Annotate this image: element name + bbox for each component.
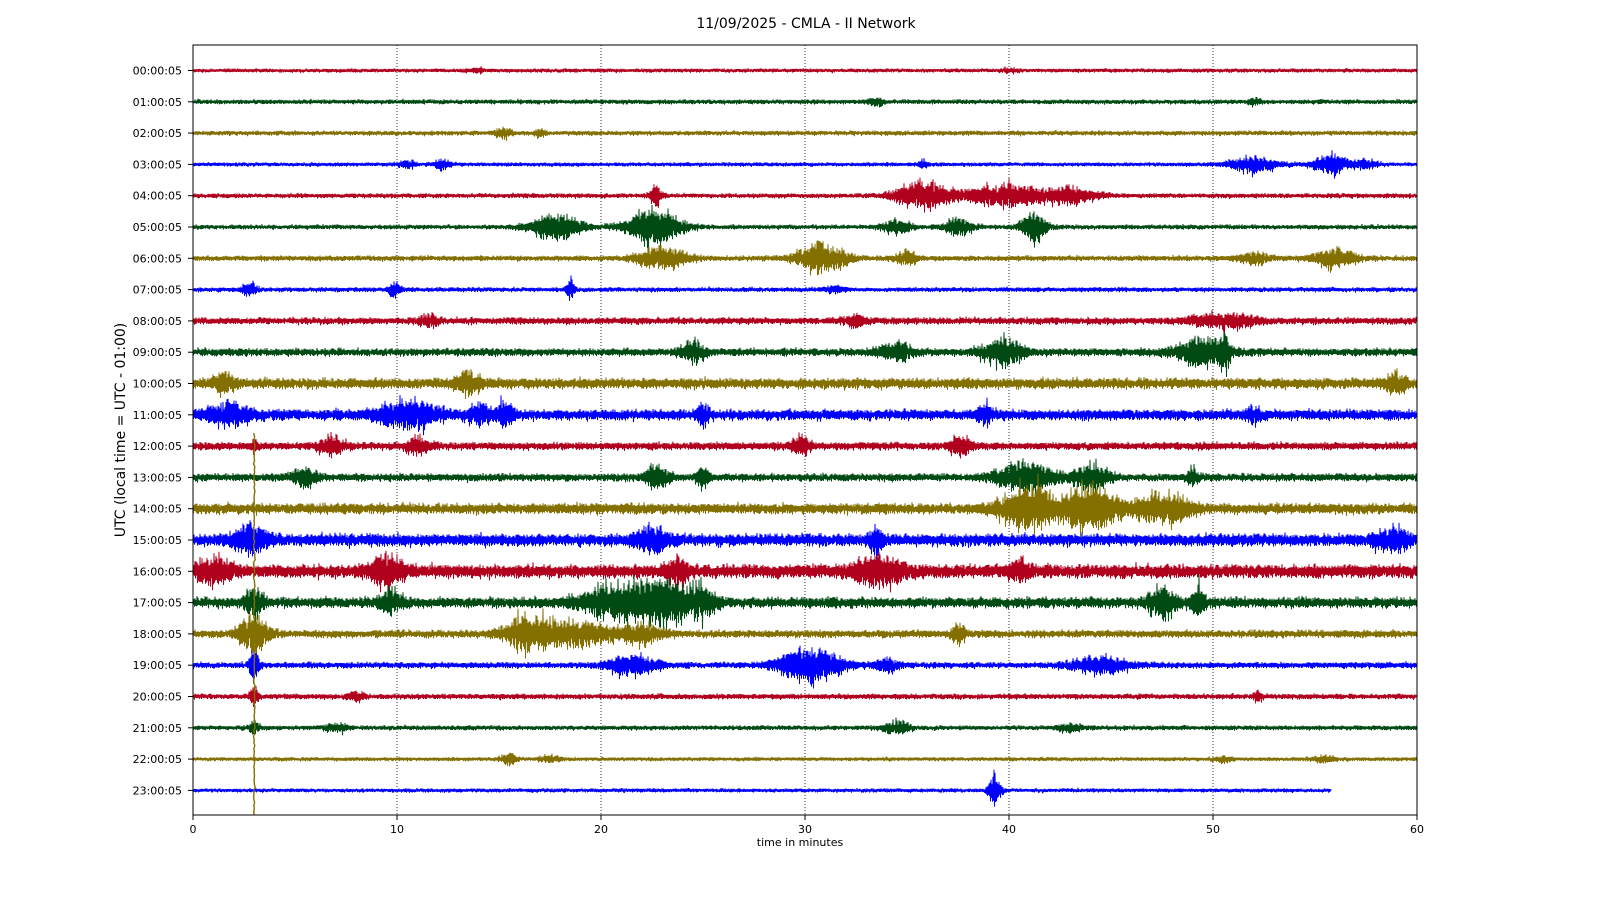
trace-20:00:05 — [192, 686, 1418, 707]
trace-22:00:05 — [192, 752, 1418, 767]
row-label: 11:00:05 — [133, 409, 182, 422]
trace-12:00:05 — [192, 431, 1418, 459]
plot-frame — [192, 44, 1418, 816]
row-label: 16:00:05 — [133, 565, 182, 578]
seismic-traces — [192, 66, 1418, 815]
row-label: 03:00:05 — [133, 158, 182, 171]
row-time-labels: 00:00:05 01:00:05 02:00:05 03:00:05 04:00:05… — [133, 65, 193, 797]
row-label: 19:00:05 — [133, 659, 182, 672]
trace-13:00:05 — [192, 458, 1418, 498]
row-label: 20:00:05 — [133, 691, 182, 704]
row-label: 22:00:05 — [133, 753, 182, 766]
row-label: 12:00:05 — [133, 440, 182, 453]
row-label: 01:00:05 — [133, 96, 182, 109]
row-label: 18:00:05 — [133, 628, 182, 641]
row-label: 10:00:05 — [133, 378, 182, 391]
row-label: 09:00:05 — [133, 346, 182, 359]
row-label: 05:00:05 — [133, 221, 182, 234]
x-tick-label: 10 — [390, 823, 404, 836]
x-tick-label: 50 — [1206, 823, 1220, 836]
x-axis-ticks: 0 10 20 30 40 50 60 — [190, 815, 1424, 836]
x-tick-label: 40 — [1002, 823, 1016, 836]
event-spike — [252, 432, 256, 815]
row-label: 08:00:05 — [133, 315, 182, 328]
trace-06:00:05 — [192, 240, 1418, 276]
row-label: 17:00:05 — [133, 597, 182, 610]
trace-15:00:05 — [192, 520, 1418, 563]
row-label: 15:00:05 — [133, 534, 182, 547]
row-label: 06:00:05 — [133, 252, 182, 265]
trace-09:00:05 — [192, 331, 1418, 378]
x-tick-label: 60 — [1410, 823, 1424, 836]
trace-17:00:05 — [192, 574, 1418, 633]
trace-10:00:05 — [192, 368, 1418, 400]
row-label: 13:00:05 — [133, 471, 182, 484]
trace-01:00:05 — [192, 96, 1418, 108]
trace-08:00:05 — [192, 309, 1418, 335]
row-label: 00:00:05 — [133, 65, 182, 78]
trace-05:00:05 — [192, 204, 1418, 250]
trace-19:00:05 — [192, 645, 1418, 689]
trace-16:00:05 — [192, 550, 1418, 593]
trace-03:00:05 — [192, 150, 1418, 179]
trace-02:00:05 — [192, 126, 1418, 141]
row-label: 21:00:05 — [133, 722, 182, 735]
x-axis-label: time in minutes — [757, 836, 844, 849]
x-tick-label: 20 — [594, 823, 608, 836]
row-label: 23:00:05 — [133, 784, 182, 797]
trace-04:00:05 — [192, 177, 1418, 213]
trace-07:00:05 — [192, 275, 1418, 301]
grid-lines — [396, 45, 1214, 815]
trace-18:00:05 — [192, 608, 1418, 659]
trace-00:00:05 — [192, 66, 1418, 75]
row-label: 02:00:05 — [133, 127, 182, 140]
y-axis-label: UTC (local time = UTC - 01:00) — [113, 323, 129, 538]
chart-title: 11/09/2025 - CMLA - II Network — [696, 16, 916, 32]
trace-21:00:05 — [192, 717, 1418, 736]
x-tick-label: 0 — [190, 823, 197, 836]
x-tick-label: 30 — [798, 823, 812, 836]
row-label: 14:00:05 — [133, 503, 182, 516]
trace-11:00:05 — [192, 395, 1418, 436]
trace-14:00:05 — [192, 473, 1418, 538]
trace-23:00:05 — [192, 769, 1332, 807]
row-label: 04:00:05 — [133, 190, 182, 203]
row-label: 07:00:05 — [133, 284, 182, 297]
